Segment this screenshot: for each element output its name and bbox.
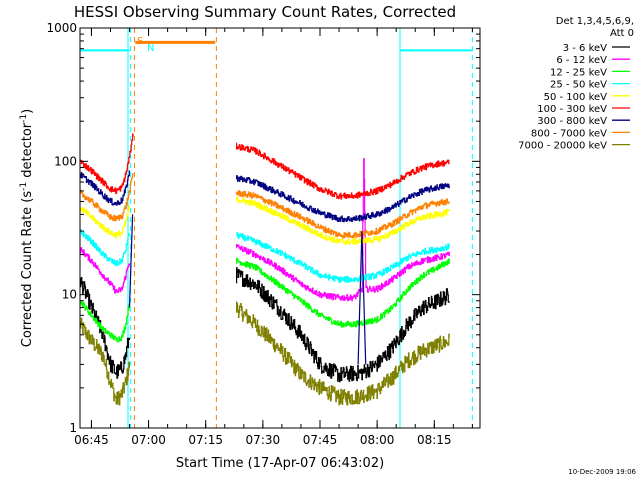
legend-label-6: 300 - 800 keV (537, 116, 607, 127)
legend-label-8: 7000 - 20000 keV (518, 141, 607, 152)
y-tick-label-2: 100 (54, 154, 77, 168)
legend-label-0: 3 - 6 keV (563, 43, 607, 54)
footer-timestamp: 10-Dec-2009 19:06 (568, 468, 636, 476)
legend-label-3: 25 - 50 keV (550, 80, 607, 91)
series-line-0-post (236, 267, 450, 383)
x-tick-label-1: 07:00 (131, 433, 166, 447)
legend-label-1: 6 - 12 keV (556, 55, 607, 66)
plot-frame (79, 27, 481, 429)
y-label-main: Corrected Count Rate (s (20, 191, 35, 348)
y-tick-label-1: 10 (62, 288, 77, 302)
series-line-7-pre (79, 173, 134, 222)
series-line-1-pre (79, 247, 130, 294)
series-line-5-pre (79, 133, 134, 194)
y-label-sup1: -1 (19, 182, 29, 191)
y-tick-label-3: 1000 (46, 21, 77, 35)
series-line-6-post (357, 231, 367, 365)
legend-label-4: 50 - 100 keV (544, 92, 608, 103)
series-line-2-pre (79, 300, 130, 343)
series-line-8-pre (79, 317, 130, 406)
series-line-5-post (236, 142, 450, 200)
y-axis-label: Corrected Count Rate (s-1 detector-1) (19, 109, 35, 347)
x-tick-label-2: 07:15 (188, 433, 223, 447)
series-line-3-post (236, 231, 450, 283)
x-tick-label-0: 06:45 (74, 433, 109, 447)
night-label: N (147, 43, 154, 54)
series-line-4-post (236, 196, 450, 245)
series-line-0-pre (79, 277, 130, 379)
series-line-9-pre (79, 170, 130, 206)
series-line-9-post (236, 175, 450, 223)
chart-title: HESSI Observing Summary Count Rates, Cor… (74, 3, 456, 21)
series-line-1-post (236, 158, 450, 302)
x-tick-label-6: 08:15 (417, 433, 452, 447)
orbit-markers (79, 28, 473, 428)
series-line-2-post (236, 257, 450, 328)
legend-label-7: 800 - 7000 keV (531, 128, 607, 139)
series-line-7-post (236, 190, 450, 239)
y-label-sup2: -1 (19, 114, 29, 123)
axis-ticks: 06:45 07:00 07:15 07:30 07:45 08:00 08:15 1 10 10… (46, 21, 480, 447)
x-axis-label: Start Time (17-Apr-07 06:43:02) (176, 456, 384, 471)
x-tick-label-5: 08:00 (360, 433, 395, 447)
legend-header-line-2: Att 0 (610, 28, 634, 39)
y-label-mid: detector (20, 122, 35, 182)
y-label-end: ) (20, 109, 35, 114)
series-line-6-pre (128, 214, 134, 308)
x-tick-label-3: 07:30 (246, 433, 281, 447)
y-tick-label-0: 1 (69, 421, 77, 435)
series-layer (79, 133, 450, 406)
legend-label-2: 12 - 25 keV (550, 67, 607, 78)
series-line-8-post (236, 301, 450, 406)
legend-header-line-1: Det 1,3,4,5,6,9, (556, 16, 634, 27)
series-line-4-pre (79, 205, 130, 239)
legend-label-5: 100 - 300 keV (537, 104, 607, 115)
x-tick-label-4: 07:45 (303, 433, 338, 447)
series-line-3-pre (79, 228, 130, 267)
saa-label: S (137, 36, 143, 47)
